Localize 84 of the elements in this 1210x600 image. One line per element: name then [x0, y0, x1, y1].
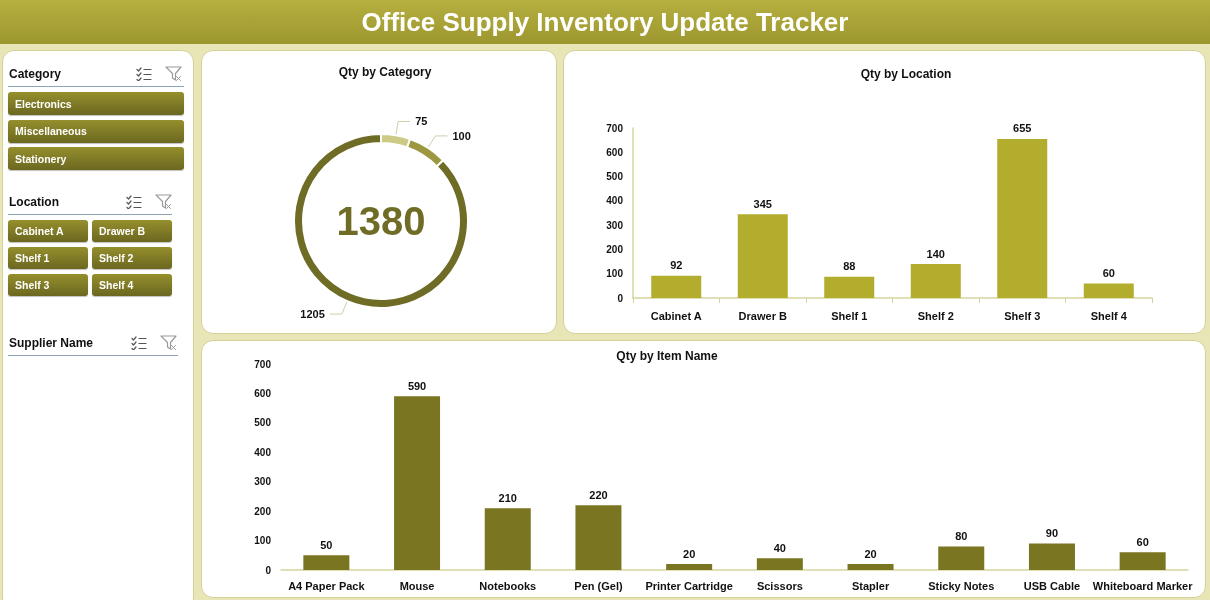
- data-label: 1205: [300, 308, 325, 321]
- slicer-button: Stationery: [8, 147, 184, 170]
- text: Office Supply Inventory Update Tracker: [361, 7, 849, 37]
- data-label: 60: [1136, 535, 1149, 548]
- x-tick-label: Whiteboard Marker: [1092, 579, 1194, 592]
- text: 1380: [336, 199, 426, 243]
- x-tick-label: Pen (Gel): [574, 579, 623, 592]
- data-label: 90: [1045, 527, 1059, 540]
- slicer-button: Electronics: [8, 92, 184, 115]
- x-tick-label: Stapler: [851, 579, 890, 592]
- y-tick-label: 100: [606, 268, 624, 280]
- y-tick-label: 0: [617, 292, 624, 304]
- slicer-button: Miscellaneous: [8, 119, 184, 143]
- bar: [651, 275, 702, 298]
- y-tick-label: 600: [606, 146, 624, 158]
- x-tick-label: Mouse: [399, 579, 435, 592]
- data-label: 345: [753, 197, 772, 210]
- data-label: 100: [452, 129, 471, 142]
- x-tick-label: Drawer B: [738, 309, 787, 322]
- x-tick-label: A4 Paper Pack: [288, 579, 366, 592]
- bar: [1028, 543, 1075, 570]
- data-label: 590: [407, 379, 427, 392]
- y-tick-label: 600: [254, 387, 272, 399]
- x-tick-label: Printer Cartridge: [645, 579, 733, 592]
- slicer-button: Cabinet A: [8, 220, 88, 242]
- x-tick-label: Cabinet A: [650, 309, 702, 322]
- x-tick-label: Shelf 3: [1004, 309, 1041, 322]
- data-label: 75: [415, 115, 428, 128]
- text: Category: [9, 67, 62, 81]
- data-label: 88: [843, 260, 856, 273]
- slicer-button: Drawer B: [92, 220, 172, 242]
- x-tick-label: Shelf 2: [917, 309, 954, 322]
- text: Location: [9, 195, 59, 209]
- chart-title: Qty by Item Name: [616, 349, 719, 363]
- y-tick-label: 300: [254, 476, 272, 488]
- y-tick-label: 400: [254, 446, 272, 458]
- y-tick-label: 100: [254, 535, 272, 547]
- x-tick-label: Sticky Notes: [928, 579, 995, 592]
- bar: [847, 564, 894, 570]
- y-tick-label: 0: [265, 564, 272, 576]
- bar: [824, 276, 875, 298]
- y-tick-label: 700: [254, 358, 272, 370]
- data-label: 210: [498, 491, 517, 504]
- bar: [938, 546, 985, 570]
- x-tick-label: Shelf 1: [831, 309, 868, 322]
- bar: [1083, 283, 1134, 298]
- data-label: 140: [926, 247, 945, 260]
- bar: [484, 508, 531, 570]
- chart-title: Qty by Category: [338, 65, 432, 79]
- bar: [1119, 552, 1166, 570]
- y-tick-label: 500: [606, 171, 624, 183]
- text: Supplier Name: [9, 336, 94, 350]
- y-tick-label: 700: [606, 122, 624, 134]
- bar: [575, 505, 622, 570]
- data-label: 20: [864, 547, 877, 560]
- y-tick-label: 400: [606, 195, 624, 207]
- slicer-button: Shelf 3: [8, 274, 88, 296]
- data-label: 60: [1102, 266, 1115, 279]
- slicer-button: Shelf 1: [8, 247, 88, 269]
- data-label: 40: [773, 541, 786, 554]
- y-tick-label: 300: [606, 219, 624, 231]
- bar: [666, 564, 713, 570]
- slicer-button: Shelf 4: [92, 274, 172, 296]
- x-tick-label: Shelf 4: [1090, 309, 1128, 322]
- data-label: 20: [683, 547, 696, 560]
- x-tick-label: USB Cable: [1023, 579, 1081, 592]
- data-label: 220: [589, 488, 608, 501]
- bar: [997, 138, 1048, 298]
- x-tick-label: Scissors: [756, 579, 803, 592]
- bar: [394, 396, 441, 570]
- bar: [910, 264, 961, 298]
- bar: [737, 214, 788, 298]
- data-label: 80: [955, 529, 968, 542]
- x-tick-label: Notebooks: [479, 579, 537, 592]
- y-tick-label: 200: [606, 243, 624, 255]
- bar: [303, 555, 350, 570]
- slicer-button: Shelf 2: [92, 247, 172, 269]
- data-label: 92: [670, 259, 683, 272]
- data-label: 655: [1013, 122, 1032, 135]
- y-tick-label: 200: [254, 505, 272, 517]
- bar: [756, 558, 803, 570]
- y-tick-label: 500: [254, 417, 272, 429]
- data-label: 50: [320, 538, 333, 551]
- chart-title: Qty by Location: [860, 67, 952, 81]
